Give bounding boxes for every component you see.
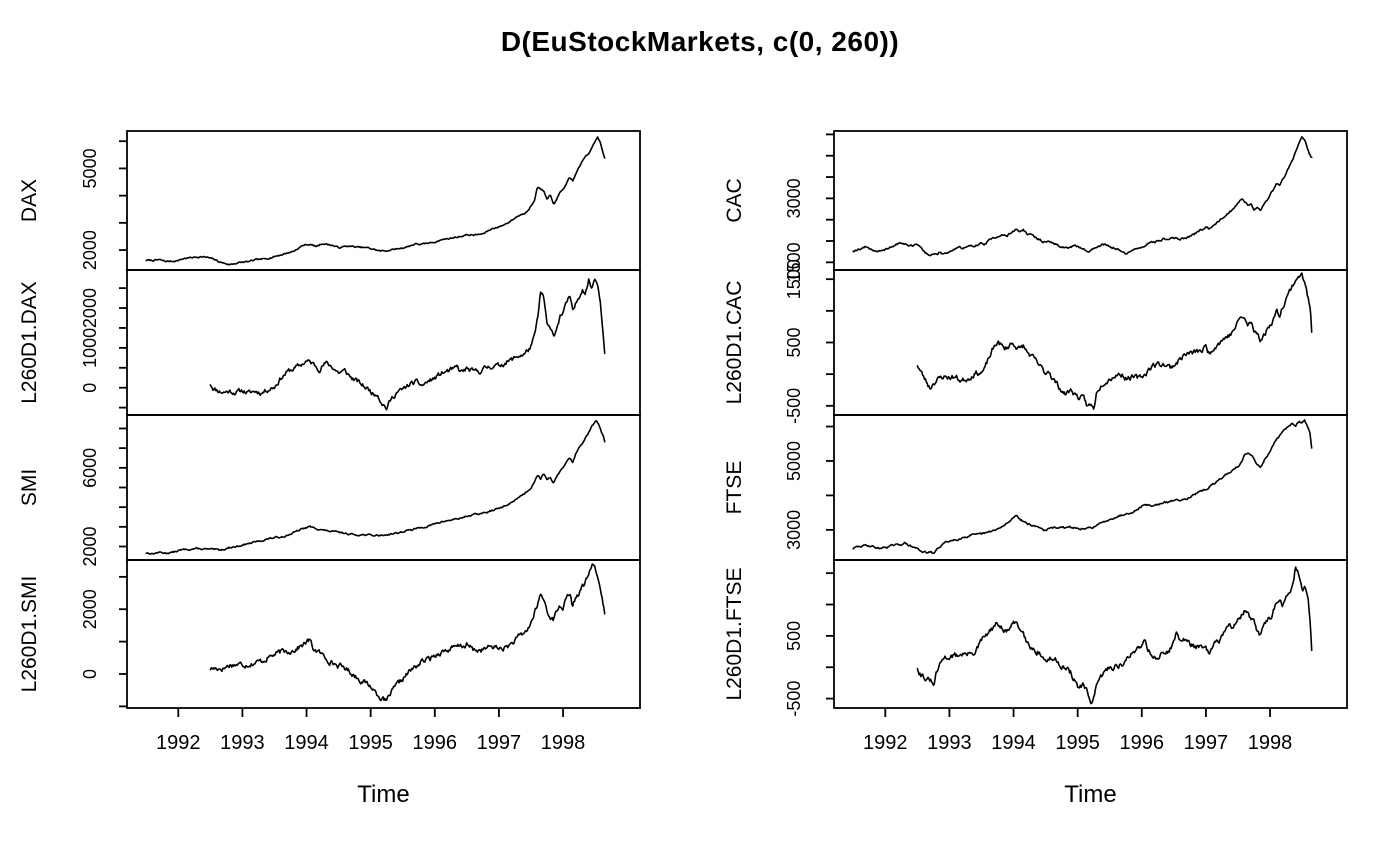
- x-tick-label-left-1995: 1995: [348, 732, 393, 754]
- x-tick-label-right-1994: 1994: [991, 732, 1036, 754]
- series-line-l260d1-smi: [209, 563, 606, 702]
- series-line-l260d1-cac: [916, 272, 1313, 411]
- y-tick-label-l260d1-ftse--500: -500: [784, 681, 804, 717]
- x-tick-label-right-1996: 1996: [1120, 732, 1165, 754]
- y-tick-label-l260d1-dax-2000: 2000: [80, 288, 100, 328]
- x-tick-label-left-1996: 1996: [413, 732, 458, 754]
- y-tick-label-cac-1500: 1500: [784, 242, 804, 282]
- y-axis-label-cac: CAC: [723, 178, 746, 222]
- x-tick-label-left-1994: 1994: [284, 732, 329, 754]
- y-tick-label-l260d1-smi-2000: 2000: [80, 589, 100, 629]
- panel-box-ftse: [833, 414, 1348, 561]
- y-tick-label-dax-5000: 5000: [80, 148, 100, 188]
- y-axis-label-dax: DAX: [18, 179, 41, 222]
- series-line-cac: [852, 136, 1313, 257]
- y-tick-label-cac-3000: 3000: [784, 178, 804, 218]
- x-tick-label-right-1995: 1995: [1055, 732, 1100, 754]
- panel-box-l260d1-smi: [126, 559, 641, 709]
- y-tick-label-smi-6000: 6000: [80, 448, 100, 488]
- y-tick-label-l260d1-smi-0: 0: [80, 669, 100, 679]
- y-tick-label-l260d1-cac--500: -500: [784, 388, 804, 424]
- series-line-ftse: [852, 419, 1313, 555]
- panel-box-l260d1-cac: [833, 269, 1348, 416]
- y-tick-label-dax-2000: 2000: [80, 230, 100, 270]
- figure-title: D(EuStockMarkets, c(0, 260)): [500, 26, 900, 57]
- panel-box-dax: [126, 130, 641, 271]
- y-tick-label-ftse-3000: 3000: [784, 510, 804, 550]
- x-tick-label-left-1992: 1992: [156, 732, 201, 754]
- y-tick-label-l260d1-cac-500: 500: [784, 327, 804, 357]
- x-tick-label-right-1993: 1993: [927, 732, 972, 754]
- panel-box-l260d1-dax: [126, 269, 641, 416]
- series-line-smi: [145, 420, 606, 555]
- y-axis-label-l260d1-cac: L260D1.CAC: [723, 281, 746, 405]
- y-tick-label-l260d1-cac-1500: 1500: [784, 259, 804, 299]
- y-axis-label-l260d1-smi: L260D1.SMI: [18, 576, 41, 693]
- panel-box-smi: [126, 414, 641, 561]
- panel-box-l260d1-ftse: [833, 559, 1348, 709]
- y-tick-label-l260d1-ftse-500: 500: [784, 621, 804, 651]
- panel-box-cac: [833, 130, 1348, 271]
- y-axis-label-smi: SMI: [18, 469, 41, 506]
- y-axis-label-l260d1-ftse: L260D1.FTSE: [723, 567, 746, 700]
- y-axis-label-ftse: FTSE: [723, 461, 746, 515]
- x-tick-label-right-1997: 1997: [1184, 732, 1229, 754]
- series-line-l260d1-ftse: [916, 566, 1313, 705]
- series-line-dax: [145, 136, 606, 266]
- x-tick-label-right-1992: 1992: [863, 732, 908, 754]
- y-tick-label-l260d1-dax-1000: 1000: [80, 328, 100, 368]
- y-tick-label-l260d1-dax-0: 0: [80, 383, 100, 393]
- x-tick-label-right-1998: 1998: [1248, 732, 1293, 754]
- series-line-l260d1-dax: [209, 278, 606, 411]
- x-tick-label-left-1998: 1998: [541, 732, 586, 754]
- y-axis-label-l260d1-dax: L260D1.DAX: [18, 281, 41, 404]
- x-tick-label-left-1993: 1993: [220, 732, 265, 754]
- x-tick-label-left-1997: 1997: [477, 732, 522, 754]
- x-axis-title-left: Time: [357, 781, 410, 808]
- x-axis-title-right: Time: [1064, 781, 1117, 808]
- y-tick-label-ftse-5000: 5000: [784, 441, 804, 481]
- y-tick-label-smi-2000: 2000: [80, 526, 100, 566]
